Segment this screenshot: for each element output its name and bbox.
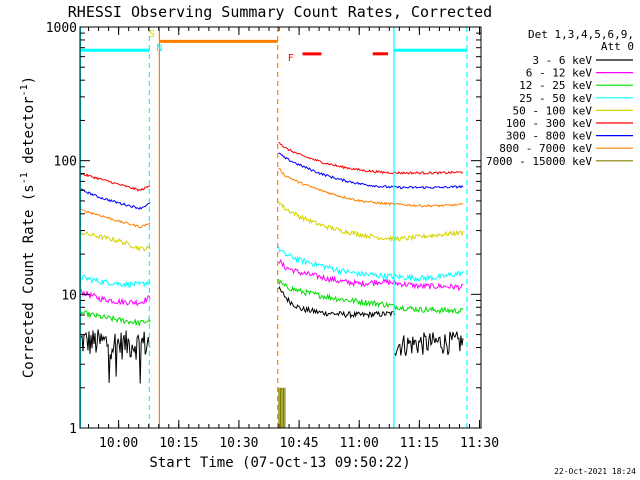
legend-label-2: 12 - 25 keV bbox=[519, 79, 592, 92]
x-tick-label-0: 10:00 bbox=[99, 436, 138, 451]
series-trace-5-1 bbox=[278, 141, 464, 176]
legend-header-line-2: Att 0 bbox=[601, 40, 634, 53]
series-trace-6-1 bbox=[278, 152, 464, 190]
series-100-300-kev bbox=[79, 141, 464, 192]
series-trace-0-0 bbox=[79, 329, 151, 384]
annotation-n: N bbox=[156, 43, 162, 54]
series-trace-2-1 bbox=[278, 278, 464, 315]
y-tick-label-0: 1 bbox=[69, 422, 77, 437]
series-trace-3-1 bbox=[278, 245, 464, 283]
series-7000-15000-kev bbox=[278, 387, 286, 428]
legend-label-0: 3 - 6 keV bbox=[532, 54, 592, 67]
legend-label-4: 50 - 100 keV bbox=[513, 104, 593, 117]
x-tick-label-1: 10:15 bbox=[159, 436, 198, 451]
series-trace-0-1 bbox=[278, 286, 396, 320]
series-25-50-kev bbox=[79, 245, 464, 289]
series-trace-4-0 bbox=[79, 230, 151, 252]
series-6-12-kev bbox=[79, 258, 464, 307]
legend-header-line-1: Det 1,3,4,5,6,9, bbox=[528, 28, 634, 41]
x-tick-label-6: 11:30 bbox=[460, 436, 499, 451]
plot-frame bbox=[79, 26, 482, 429]
legend-label-1: 6 - 12 keV bbox=[526, 67, 593, 80]
series-trace-4-1 bbox=[278, 201, 464, 243]
series-trace-6-0 bbox=[79, 188, 151, 210]
x-tick-label-4: 11:00 bbox=[340, 436, 379, 451]
legend-label-6: 300 - 800 keV bbox=[506, 130, 592, 143]
legend-label-3: 25 - 50 keV bbox=[519, 92, 592, 105]
x-axis-label: Start Time (07-Oct-13 09:50:22) bbox=[149, 455, 410, 471]
interval-markers: SN F bbox=[79, 27, 468, 428]
x-tick-label-3: 10:45 bbox=[280, 436, 319, 451]
annotation-s: S bbox=[149, 29, 155, 40]
annotation-f: F bbox=[288, 53, 294, 64]
series-trace-2-0 bbox=[79, 310, 151, 327]
series-trace-7-1 bbox=[278, 167, 464, 208]
series-trace-1-1 bbox=[278, 258, 464, 292]
series-trace-7-0 bbox=[79, 208, 151, 229]
series-trace-5-0 bbox=[79, 173, 151, 192]
y-tick-label-1: 10 bbox=[61, 288, 77, 303]
generation-timestamp: 22-Oct-2021 18:24 bbox=[554, 467, 636, 476]
series-800-7000-kev bbox=[79, 167, 464, 229]
axes: 10:00 10:15 10:30 10:45 11:00 11:15 11:30 1 10 10… bbox=[46, 21, 499, 451]
y-tick-label-2: 100 bbox=[54, 155, 77, 170]
series-trace-0-2 bbox=[394, 331, 464, 357]
series-3-6-kev bbox=[79, 286, 464, 384]
y-tick-label-3: 1000 bbox=[46, 21, 77, 36]
y-axis-label: Corrected Count Rate (s-1 detector-1) bbox=[19, 76, 37, 378]
x-tick-label-5: 11:15 bbox=[400, 436, 439, 451]
x-tick-label-2: 10:30 bbox=[219, 436, 258, 451]
series-trace-1-0 bbox=[79, 288, 151, 307]
data-layer bbox=[79, 141, 464, 428]
series-50-100-kev bbox=[79, 201, 464, 252]
series-12-25-kev bbox=[79, 278, 464, 327]
series-300-800-kev bbox=[79, 152, 464, 210]
legend-label-8: 7000 - 15000 keV bbox=[486, 155, 592, 168]
legend-label-5: 100 - 300 keV bbox=[506, 117, 592, 130]
series-trace-3-0 bbox=[79, 274, 151, 289]
chart-title: RHESSI Observing Summary Count Rates, Co… bbox=[68, 3, 492, 21]
legend-label-7: 800 - 7000 keV bbox=[499, 142, 592, 155]
